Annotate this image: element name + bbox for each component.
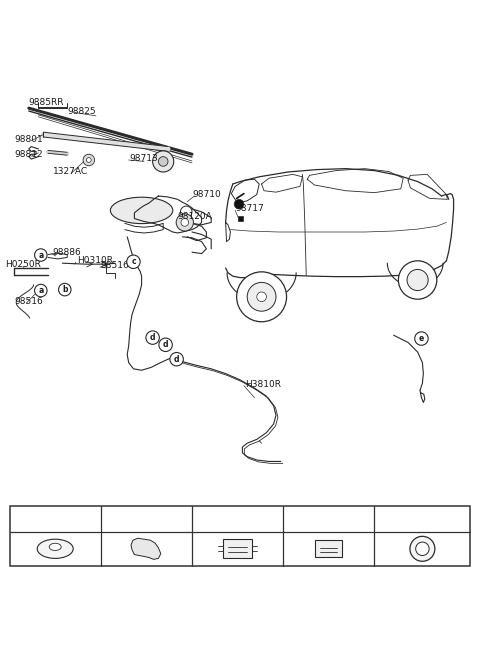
- Bar: [10, 506, 470, 565]
- Text: d: d: [292, 514, 298, 522]
- Ellipse shape: [49, 543, 61, 550]
- Text: 98893B: 98893B: [395, 514, 426, 522]
- Text: 1327AC: 1327AC: [53, 167, 88, 176]
- Text: 98661G: 98661G: [304, 514, 335, 522]
- Circle shape: [416, 542, 429, 556]
- Text: 98940C: 98940C: [30, 514, 61, 522]
- Text: H0310R: H0310R: [77, 256, 113, 265]
- Text: d: d: [174, 355, 180, 363]
- Text: H0250R: H0250R: [5, 260, 41, 269]
- Circle shape: [127, 255, 140, 268]
- Circle shape: [180, 206, 192, 218]
- Circle shape: [146, 331, 159, 344]
- Text: 98516: 98516: [14, 297, 43, 306]
- Circle shape: [83, 154, 95, 166]
- Text: 98886: 98886: [53, 248, 82, 256]
- Circle shape: [35, 249, 47, 261]
- Polygon shape: [131, 538, 161, 560]
- Circle shape: [257, 292, 266, 302]
- Bar: [238, 216, 243, 221]
- Text: a: a: [38, 251, 43, 260]
- Circle shape: [407, 270, 428, 291]
- Ellipse shape: [110, 197, 173, 224]
- Circle shape: [288, 511, 302, 525]
- Text: b: b: [110, 514, 116, 522]
- Text: d: d: [163, 340, 168, 349]
- Text: 98713: 98713: [130, 154, 158, 163]
- Circle shape: [15, 511, 28, 525]
- Circle shape: [247, 282, 276, 311]
- Circle shape: [176, 214, 193, 231]
- Text: 98951: 98951: [121, 514, 147, 522]
- Text: d: d: [150, 333, 156, 342]
- Text: 98120A: 98120A: [178, 212, 212, 220]
- Text: 81199: 81199: [213, 514, 238, 522]
- Text: e: e: [419, 334, 424, 343]
- Circle shape: [197, 511, 211, 525]
- Text: a: a: [38, 286, 43, 295]
- Circle shape: [153, 151, 174, 172]
- Text: 98812: 98812: [14, 150, 43, 159]
- Circle shape: [398, 261, 437, 299]
- Circle shape: [234, 199, 244, 209]
- Text: 98825: 98825: [67, 106, 96, 115]
- Circle shape: [158, 157, 168, 166]
- Circle shape: [415, 332, 428, 345]
- Circle shape: [35, 284, 47, 297]
- Text: 9885RR: 9885RR: [29, 98, 64, 107]
- Text: c: c: [202, 514, 206, 522]
- Text: a: a: [19, 514, 24, 522]
- Circle shape: [159, 338, 172, 352]
- Circle shape: [106, 511, 120, 525]
- Circle shape: [410, 537, 435, 562]
- Bar: [315, 540, 342, 558]
- Circle shape: [181, 218, 189, 226]
- Circle shape: [59, 283, 71, 296]
- Text: 98710: 98710: [192, 190, 221, 199]
- Bar: [223, 539, 252, 558]
- Text: 98516: 98516: [101, 261, 130, 270]
- Circle shape: [86, 157, 91, 163]
- Text: 98801: 98801: [14, 135, 43, 144]
- Text: 98717: 98717: [235, 205, 264, 213]
- Text: c: c: [131, 257, 136, 266]
- Circle shape: [380, 511, 393, 525]
- Circle shape: [237, 272, 287, 321]
- Text: b: b: [62, 285, 68, 294]
- Circle shape: [170, 352, 183, 366]
- Text: H3810R: H3810R: [245, 380, 281, 388]
- Text: e: e: [384, 514, 389, 522]
- Ellipse shape: [37, 539, 73, 558]
